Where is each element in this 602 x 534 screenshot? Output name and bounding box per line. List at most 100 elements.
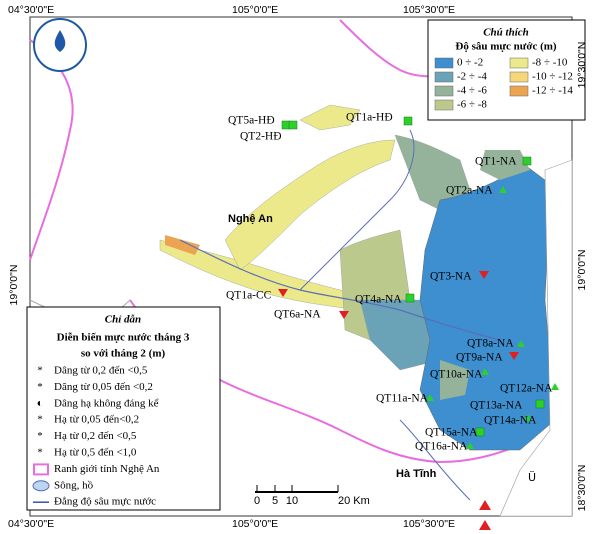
coord-label: 19°30'0"N	[576, 42, 588, 89]
marker	[479, 500, 491, 510]
station-label: QT1a-CC	[226, 290, 272, 302]
legend-symbol	[32, 480, 50, 492]
station-marker	[405, 293, 415, 303]
station-label: QT2a-NA	[446, 185, 493, 197]
legend-swatch	[434, 85, 454, 97]
station-label: QT6a-NA	[274, 309, 321, 321]
legend-label: -10 ÷ -12	[532, 71, 573, 83]
zone	[299, 104, 361, 131]
zone	[165, 235, 200, 255]
legend-symbol: ◐	[37, 397, 44, 409]
scale-label: 20 Km	[338, 495, 370, 507]
coord-label: 105°0'0"E	[232, 4, 278, 16]
station-marker	[426, 394, 434, 401]
station-label: QT1-NA	[475, 156, 517, 168]
coord-label: 04°30'0"E	[8, 518, 54, 530]
station-label: QT3-NA	[430, 271, 472, 283]
place-label: Nghệ An	[228, 213, 273, 225]
legend-label: Ranh giới tỉnh Nghệ An	[54, 463, 160, 475]
station-marker	[466, 442, 474, 449]
north-arrow: Ü	[528, 471, 536, 484]
scale-label: 10	[286, 495, 298, 507]
marker	[479, 520, 491, 530]
legend-subtitle: so với tháng 2 (m)	[81, 348, 166, 360]
legend-swatch	[434, 57, 454, 69]
station-marker	[522, 156, 532, 166]
coord-label: 105°30'0"E	[403, 518, 455, 530]
legend-label: Dâng từ 0,2 đến <0,5	[54, 365, 148, 377]
station-marker	[475, 427, 485, 437]
legend-swatch	[509, 85, 529, 97]
place-label: Hà Tĩnh	[396, 468, 437, 480]
station-marker	[288, 120, 298, 130]
scale-label: 5	[272, 495, 278, 507]
station-marker	[509, 352, 519, 360]
legend-subtitle: Độ sâu mực nước (m)	[455, 41, 557, 53]
legend-label: -4 ÷ -6	[457, 85, 487, 97]
station-marker	[499, 186, 507, 193]
legend-label: 0 ÷ -2	[457, 57, 483, 69]
coord-label: 19°0'0"N	[8, 265, 20, 306]
station-marker	[517, 340, 525, 347]
coord-label: 18°30'0"N	[576, 465, 588, 512]
station-label: QT14a-NA	[484, 415, 537, 427]
coast	[499, 159, 573, 517]
legend-label: Hạ từ 0,05 đến<0,2	[54, 414, 139, 426]
station-label: QT12a-NA	[500, 383, 553, 395]
river	[399, 419, 471, 501]
zone	[359, 299, 441, 371]
legend-symbol	[33, 463, 49, 476]
depth-legend-box	[427, 19, 586, 121]
zone	[480, 150, 530, 180]
station-label: QT4a-NA	[355, 294, 402, 306]
guide-legend-box	[26, 306, 221, 511]
legend-swatch	[509, 57, 529, 69]
legend-title: Chỉ dẫn	[105, 314, 141, 326]
station-label: QT10a-NA	[430, 369, 483, 381]
zone	[224, 139, 396, 271]
legend-symbol: *	[37, 414, 43, 426]
station-label: QT16a-NA	[415, 441, 468, 453]
station-marker	[535, 399, 545, 409]
station-label: QT11a-NA	[376, 393, 429, 405]
station-label: QT13a-NA	[470, 400, 523, 412]
coord-label: 19°0'0"N	[576, 250, 588, 291]
scale-label: 0	[254, 495, 260, 507]
coord-label: 105°0'0"E	[232, 518, 278, 530]
station-label: QT15a-NA	[425, 427, 478, 439]
legend-label: Hạ từ 0,2 đến <0,5	[54, 430, 137, 442]
legend-label: Sông, hồ	[54, 479, 94, 491]
station-label: QT5a-HĐ	[228, 115, 275, 127]
legend-symbol: *	[37, 381, 43, 393]
station-marker	[278, 289, 288, 297]
legend-label: Dâng từ 0,05 đến <0,2	[54, 381, 153, 393]
station-marker	[479, 271, 489, 279]
station-marker	[481, 368, 489, 375]
station-marker	[339, 311, 349, 319]
station-marker	[551, 383, 559, 390]
zone	[440, 360, 470, 400]
legend-label: -6 ÷ -8	[457, 99, 487, 111]
legend-label: -8 ÷ -10	[532, 57, 568, 69]
legend-label: -2 ÷ -4	[457, 71, 487, 83]
legend-swatch	[434, 99, 454, 111]
legend-subtitle: Diễn biến mực nước tháng 3	[57, 332, 190, 344]
station-label: QT8a-NA	[467, 338, 514, 350]
river	[179, 239, 501, 341]
logo-drop	[54, 30, 66, 52]
legend-label: -12 ÷ -14	[532, 85, 573, 97]
river	[299, 129, 415, 291]
legend-symbol: *	[37, 365, 43, 377]
station-label: QT2-HĐ	[240, 131, 282, 143]
coord-label: 04°30'0"E	[8, 4, 54, 16]
station-marker	[524, 414, 532, 421]
legend-title: Chú thích	[483, 27, 529, 39]
legend-symbol: *	[37, 430, 43, 442]
legend-swatch	[434, 71, 454, 83]
coord-label: 105°30'0"E	[403, 4, 455, 16]
station-label: QT9a-NA	[456, 352, 503, 364]
legend-label: Dâng hạ không đáng kể	[54, 397, 159, 409]
legend-symbol: *	[37, 447, 43, 459]
legend-label: Đẳng độ sâu mực nước	[54, 496, 156, 508]
